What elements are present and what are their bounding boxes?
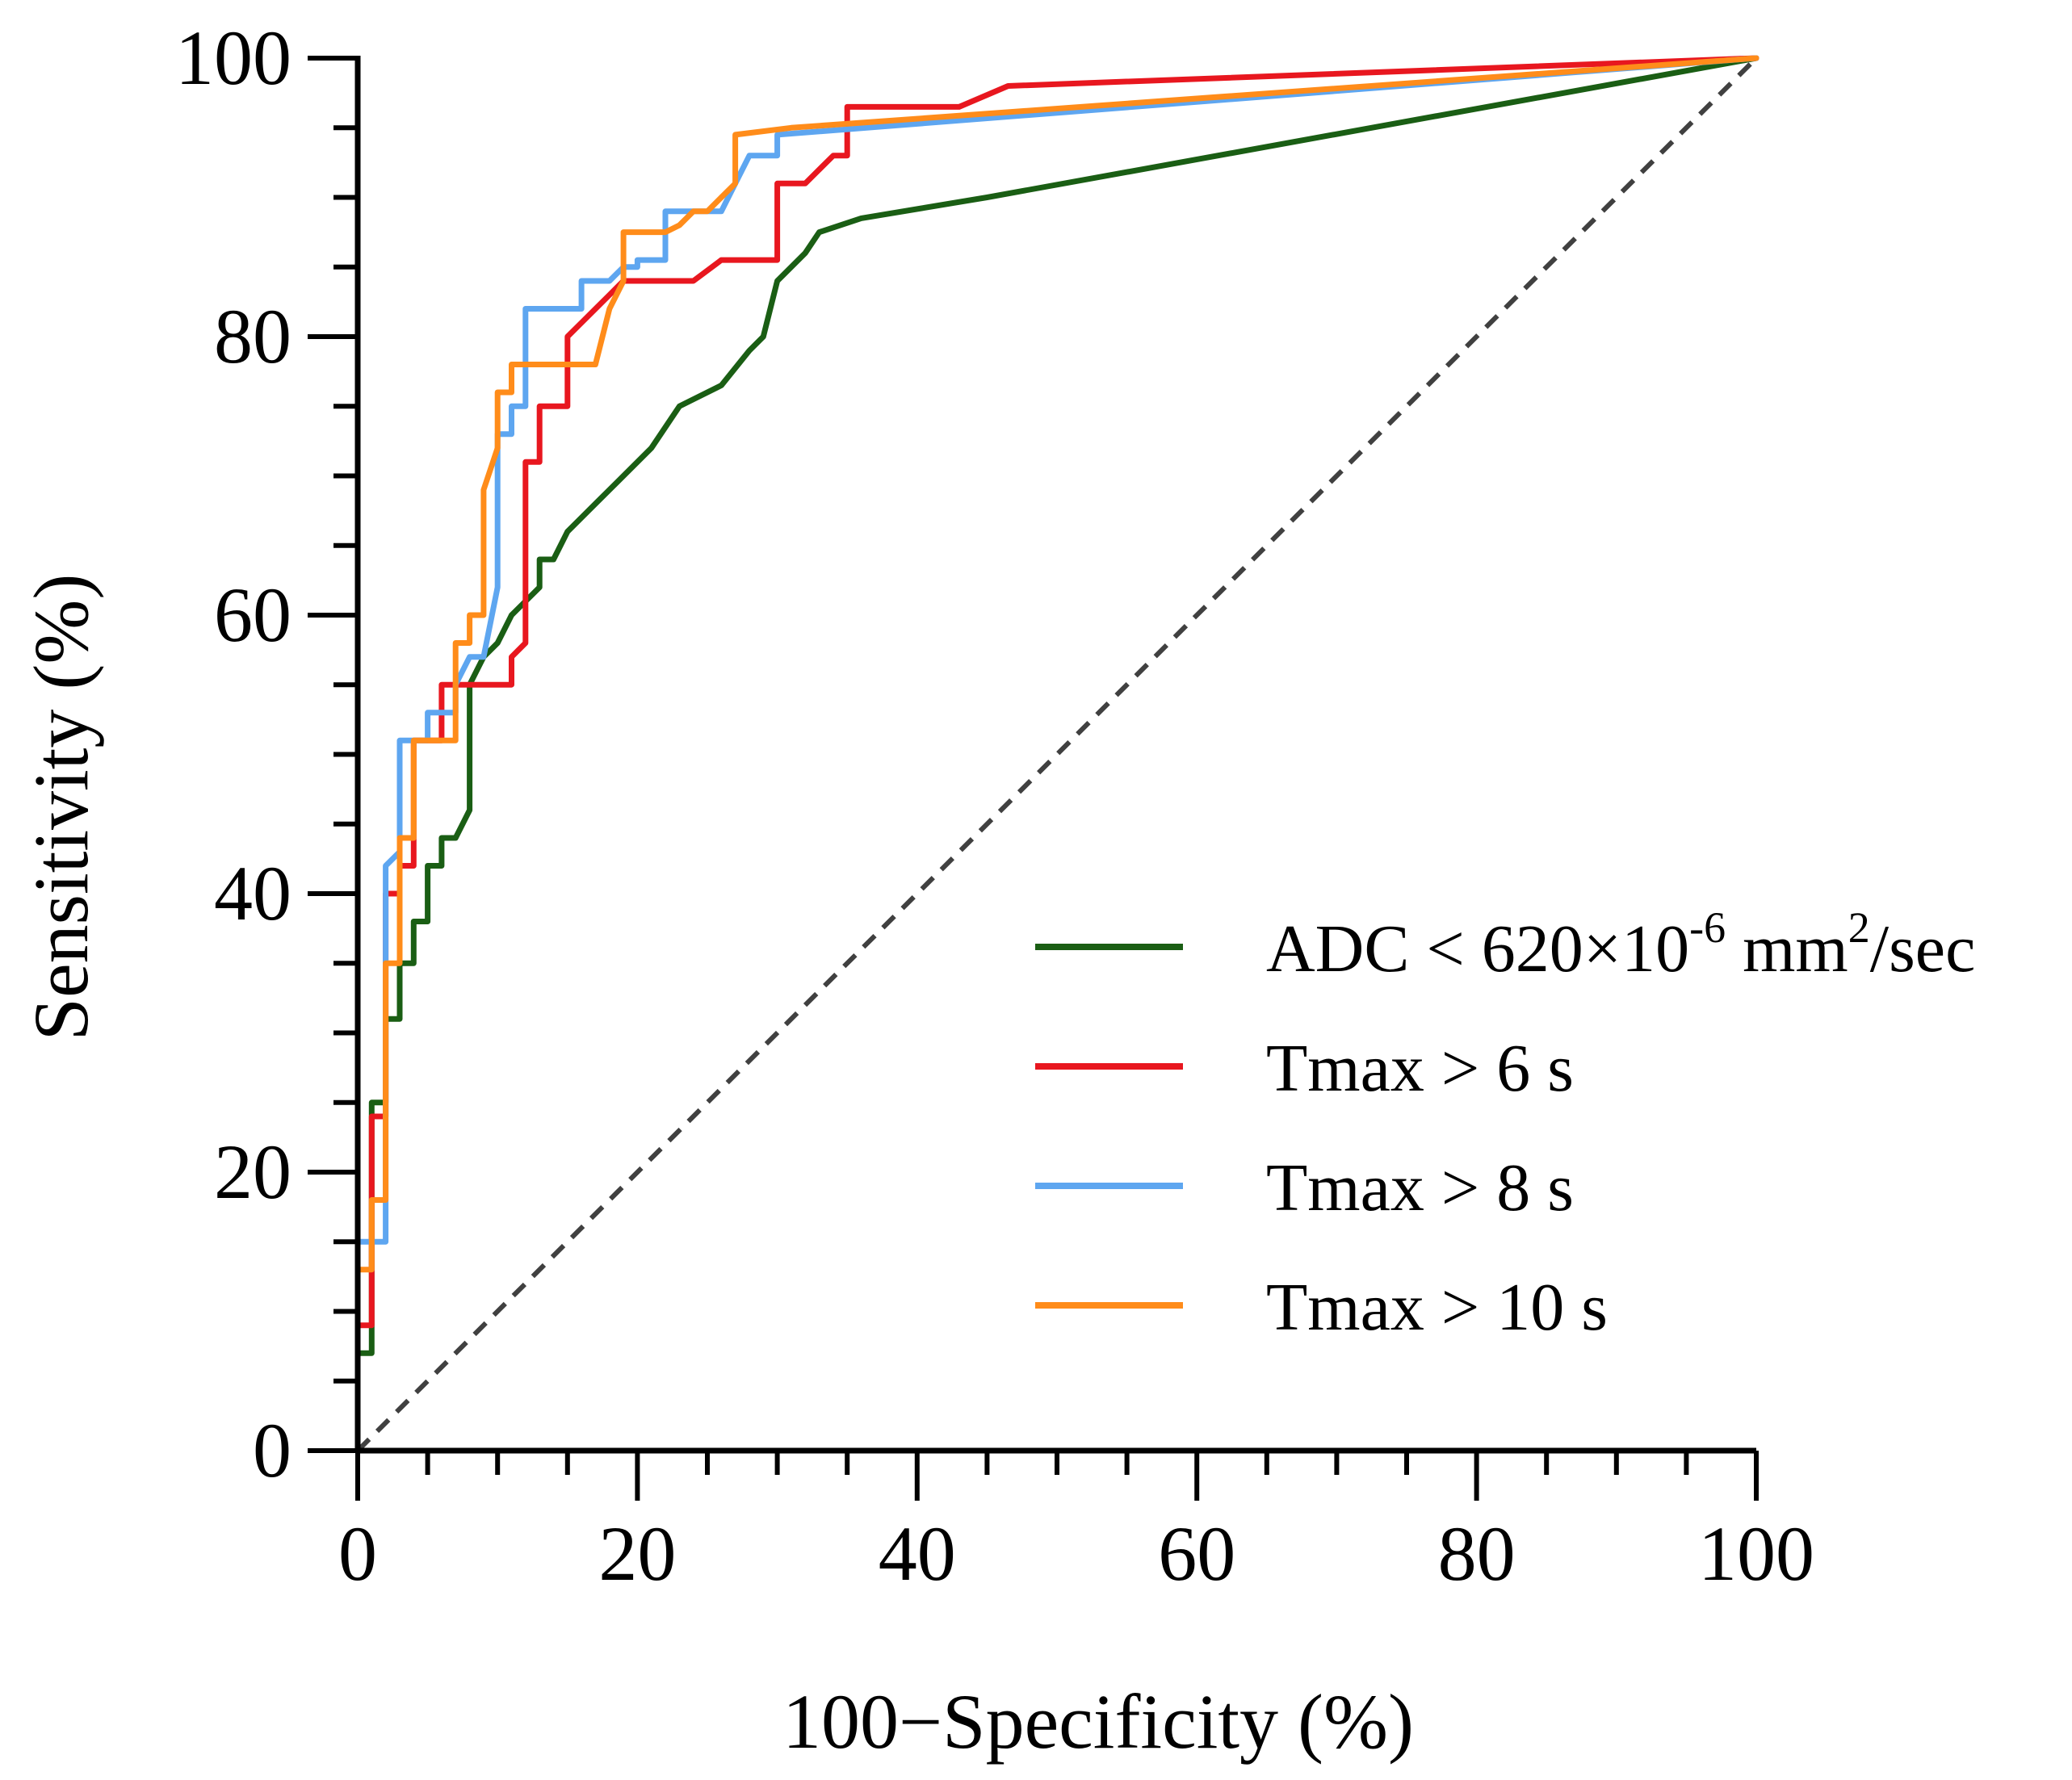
y-tick-label: 0 (253, 1407, 292, 1493)
reference-diagonal-layer (355, 56, 1759, 1453)
reference-diagonal-line (355, 56, 1759, 1453)
legend-label-2: Tmax > 6 s (1266, 1031, 1574, 1106)
legend-label-part-exp2: 2 (1848, 903, 1870, 952)
series-line-1 (354, 55, 1760, 1454)
x-tick-label: 40 (879, 1510, 956, 1597)
y-tick-label: 80 (214, 293, 292, 379)
x-axis-title: 100−Specificity (%) (782, 1678, 1414, 1765)
x-tick-label: 0 (338, 1510, 377, 1597)
y-tick-label: 100 (175, 15, 292, 101)
y-axis-title: Sensitivity (%) (18, 574, 104, 1041)
y-tick-label: 40 (214, 850, 292, 936)
legend-label-part-mid: mm (1726, 911, 1848, 986)
y-tick-label: 60 (214, 572, 292, 658)
series-line-4 (354, 55, 1760, 1454)
x-tick-label: 80 (1438, 1510, 1516, 1597)
legend-label-part-tail: /sec (1870, 911, 1976, 986)
axes: 0 20 40 60 80 100 0 20 40 60 80 100 (175, 15, 1814, 1597)
legend-label-part-base: ADC < 620×10 (1266, 911, 1689, 986)
x-tick-label: 100 (1698, 1510, 1814, 1597)
legend-label-3: Tmax > 8 s (1266, 1150, 1574, 1225)
legend-label-4: Tmax > 10 s (1266, 1270, 1608, 1345)
legend: ADC < 620×10-6 mm2/sec Tmax > 6 s Tmax > 8… (1035, 903, 1975, 1345)
series-layer (354, 55, 1760, 1454)
legend-label-1: ADC < 620×10-6 mm2/sec (1266, 903, 1975, 986)
legend-label-part-exp1: -6 (1689, 903, 1726, 952)
x-tick-label: 60 (1158, 1510, 1235, 1597)
x-tick-label: 20 (598, 1510, 676, 1597)
y-tick-label: 20 (214, 1129, 292, 1215)
